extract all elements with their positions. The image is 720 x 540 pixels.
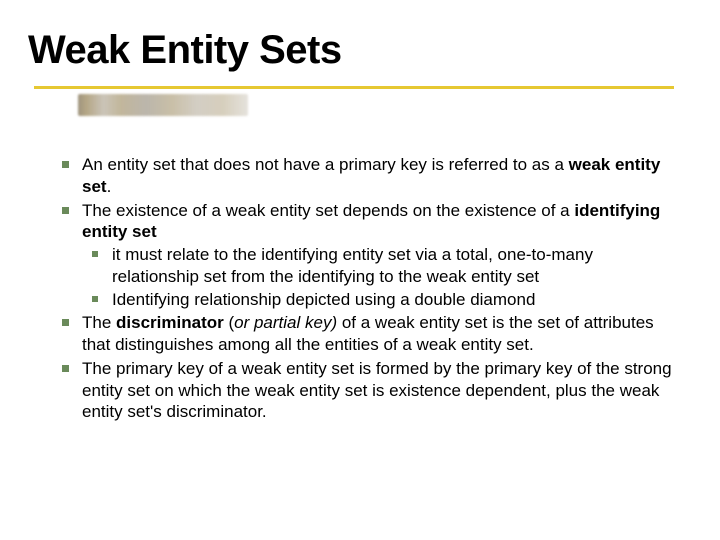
sub-bullet-list: it must relate to the identifying entity… [82, 244, 680, 310]
bullet-list: An entity set that does not have a prima… [56, 154, 680, 423]
bullet-text: . [107, 177, 112, 196]
list-item: it must relate to the identifying entity… [82, 244, 680, 288]
bullet-text: it must relate to the identifying entity… [112, 245, 593, 286]
underline-rule [34, 86, 674, 89]
bullet-text: The [82, 313, 116, 332]
bullet-text: Identifying relationship depicted using … [112, 290, 535, 309]
slide-body: An entity set that does not have a prima… [56, 154, 680, 425]
bullet-text: The existence of a weak entity set depen… [82, 201, 574, 220]
list-item: The primary key of a weak entity set is … [56, 358, 680, 423]
underline-shadow [78, 94, 248, 116]
list-item: Identifying relationship depicted using … [82, 289, 680, 311]
bullet-text: ( [224, 313, 234, 332]
bullet-text: An entity set that does not have a prima… [82, 155, 569, 174]
page-title: Weak Entity Sets [28, 28, 342, 73]
bullet-italic: or partial key) [234, 313, 337, 332]
title-underline [34, 86, 674, 126]
list-item: An entity set that does not have a prima… [56, 154, 680, 198]
bullet-bold: discriminator [116, 313, 224, 332]
list-item: The discriminator (or partial key) of a … [56, 312, 680, 356]
list-item: The existence of a weak entity set depen… [56, 200, 680, 311]
bullet-text: The primary key of a weak entity set is … [82, 359, 672, 422]
